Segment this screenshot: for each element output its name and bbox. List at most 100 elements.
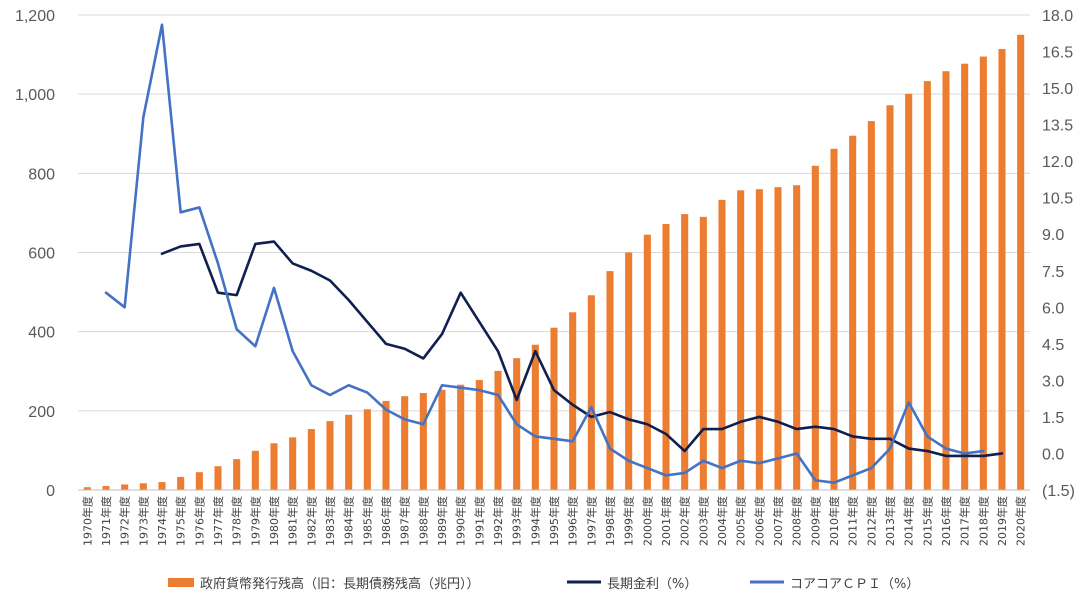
x-tick-label: 2014年度 <box>902 496 916 546</box>
bar <box>139 483 147 490</box>
bar <box>755 189 763 490</box>
x-tick-label: 2011年度 <box>846 496 860 546</box>
bar <box>587 295 595 490</box>
legend-label-bar: 政府貨幣発行残高（旧：長期債務残高（兆円）） <box>200 576 480 592</box>
x-tick-label: 1980年度 <box>267 496 281 546</box>
bar <box>214 466 222 490</box>
x-tick-label: 1989年度 <box>435 496 449 546</box>
left-y-axis: 0 200 400 600 800 1,000 1,200 <box>15 8 55 500</box>
x-tick-label: 1993年度 <box>510 496 524 546</box>
bar <box>774 187 782 490</box>
bar <box>83 487 91 490</box>
bar <box>942 71 950 490</box>
x-tick-label: 2020年度 <box>1014 496 1028 546</box>
left-y-tick: 1,200 <box>15 8 55 25</box>
x-axis: 1970年度 1971年度 1972年度 1973年度 1974年度 1975年度 1976… <box>78 489 1030 546</box>
bar <box>625 252 633 490</box>
bar <box>662 224 670 490</box>
bar <box>867 121 875 490</box>
bar <box>457 384 465 490</box>
x-tick-label: 1983年度 <box>323 496 337 546</box>
x-tick-label: 1990年度 <box>454 496 468 546</box>
bar <box>643 234 651 490</box>
x-tick-label: 1994年度 <box>528 496 542 546</box>
right-y-tick: 16.5 <box>1042 45 1073 62</box>
bar-series <box>83 34 1025 491</box>
legend-label-cpi: コアコアＣＰＩ（%） <box>790 577 919 592</box>
x-tick-label: 2004年度 <box>715 496 729 546</box>
x-tick-label: 1985年度 <box>360 496 374 546</box>
right-y-tick: 12.0 <box>1042 154 1073 171</box>
bar <box>494 370 502 490</box>
bar <box>886 105 894 490</box>
right-y-tick: 6.0 <box>1042 300 1064 317</box>
bar <box>531 344 539 490</box>
x-tick-label: 1984年度 <box>342 496 356 546</box>
bar <box>606 271 614 490</box>
bar <box>830 148 838 490</box>
x-tick-label: 2018年度 <box>976 496 990 546</box>
x-tick-label: 2012年度 <box>864 496 878 546</box>
bar <box>270 443 278 490</box>
bar <box>681 214 689 490</box>
legend-swatch-bar <box>168 578 194 587</box>
x-tick-label: 1981年度 <box>286 496 300 546</box>
bar <box>177 476 185 490</box>
x-tick-label: 1999年度 <box>622 496 636 546</box>
left-y-tick: 200 <box>28 404 55 421</box>
bar <box>438 389 446 490</box>
bar <box>811 165 819 490</box>
x-tick-label: 2001年度 <box>659 496 673 546</box>
left-y-tick: 0 <box>46 483 55 500</box>
bar <box>793 185 801 491</box>
bar <box>382 400 390 490</box>
bar <box>195 472 203 490</box>
x-tick-label: 1997年度 <box>584 496 598 546</box>
x-tick-label: 2008年度 <box>790 496 804 546</box>
right-y-tick: 1.5 <box>1042 410 1064 427</box>
bar <box>233 459 241 490</box>
x-tick-label: 1974年度 <box>155 496 169 546</box>
x-tick-label: 1992年度 <box>491 496 505 546</box>
x-tick-label: 1996年度 <box>566 496 580 546</box>
x-tick-label: 1971年度 <box>99 496 113 546</box>
bar <box>345 414 353 490</box>
bar <box>289 437 297 490</box>
x-tick-label: 2003年度 <box>696 496 710 546</box>
right-y-tick: 10.5 <box>1042 191 1073 208</box>
bar <box>251 450 259 490</box>
bar <box>550 327 558 490</box>
bar <box>699 216 707 490</box>
x-tick-label: 2015年度 <box>920 496 934 546</box>
left-y-tick: 600 <box>28 246 55 263</box>
x-tick-label: 1977年度 <box>211 496 225 546</box>
right-y-tick: 15.0 <box>1042 81 1073 98</box>
right-y-tick: (1.5) <box>1042 483 1075 500</box>
legend-label-rate: 長期金利（%） <box>607 576 697 592</box>
x-tick-label: 1988年度 <box>416 496 430 546</box>
bar <box>998 49 1006 491</box>
bar <box>718 199 726 490</box>
x-tick-label: 2010年度 <box>827 496 841 546</box>
right-y-tick: 18.0 <box>1042 8 1073 25</box>
x-tick-label: 1991年度 <box>472 496 486 546</box>
x-tick-label: 2017年度 <box>958 496 972 546</box>
x-tick-label: 2006年度 <box>752 496 766 546</box>
bar <box>905 93 913 490</box>
bar <box>737 190 745 490</box>
left-y-tick: 1,000 <box>15 87 55 104</box>
x-tick-label: 1979年度 <box>248 496 262 546</box>
bar <box>401 396 409 490</box>
bar <box>979 56 987 490</box>
x-tick-label: 1986年度 <box>379 496 393 546</box>
x-tick-label: 2005年度 <box>734 496 748 546</box>
x-tick-label: 1972年度 <box>118 496 132 546</box>
legend: 政府貨幣発行残高（旧：長期債務残高（兆円）） 長期金利（%） コアコアＣＰＩ（%… <box>168 576 919 592</box>
right-y-tick: 13.5 <box>1042 118 1073 135</box>
series-line <box>104 23 985 484</box>
x-tick-label: 1998年度 <box>603 496 617 546</box>
x-tick-label: 1987年度 <box>398 496 412 546</box>
x-tick-label: 2016年度 <box>939 496 953 546</box>
right-y-tick: 3.0 <box>1042 373 1064 390</box>
